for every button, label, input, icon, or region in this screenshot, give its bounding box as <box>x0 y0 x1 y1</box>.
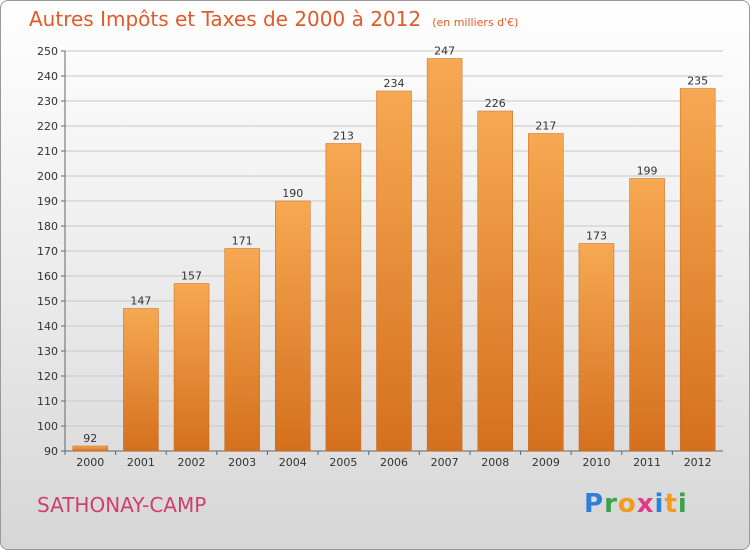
y-tick-label: 220 <box>37 120 58 133</box>
x-tick-label: 2007 <box>431 456 459 469</box>
x-tick-label: 2009 <box>532 456 560 469</box>
data-label: 235 <box>687 75 708 88</box>
bar <box>679 88 716 452</box>
title-row: Autres Impôts et Taxes de 2000 à 2012 (e… <box>29 7 518 31</box>
commune-name: SATHONAY-CAMP <box>37 493 207 517</box>
x-tick-label: 2008 <box>481 456 509 469</box>
data-label: 171 <box>232 235 253 248</box>
x-tick-label: 2002 <box>178 456 206 469</box>
chart-title: Autres Impôts et Taxes de 2000 à 2012 <box>29 7 422 31</box>
y-tick-label: 120 <box>37 370 58 383</box>
y-tick-label: 190 <box>37 195 58 208</box>
y-tick-label: 200 <box>37 170 58 183</box>
x-tick-label: 2005 <box>329 456 357 469</box>
data-label: 92 <box>83 432 97 445</box>
y-tick-label: 90 <box>44 445 58 458</box>
x-tick-label: 2001 <box>127 456 155 469</box>
logo-letter: x <box>636 489 655 519</box>
data-label: 173 <box>586 230 607 243</box>
bar <box>578 243 615 452</box>
bar <box>629 178 665 452</box>
bar <box>224 248 260 452</box>
data-label: 234 <box>384 77 405 90</box>
bar <box>275 200 311 452</box>
y-tick-label: 130 <box>37 345 58 358</box>
x-tick-label: 2012 <box>684 456 712 469</box>
logo-letter: i <box>654 489 665 519</box>
y-tick-label: 240 <box>37 70 58 83</box>
unit-note: (en milliers d'€) <box>432 16 519 29</box>
bar <box>376 90 412 452</box>
x-tick-label: 2004 <box>279 456 307 469</box>
y-tick-label: 250 <box>37 45 58 58</box>
bar <box>426 58 463 452</box>
data-label: 247 <box>434 45 455 58</box>
logo-letter: o <box>617 489 637 519</box>
x-tick-label: 2006 <box>380 456 408 469</box>
y-tick-label: 170 <box>37 245 58 258</box>
y-tick-label: 230 <box>37 95 58 108</box>
data-label: 199 <box>637 165 658 178</box>
bar <box>528 133 564 452</box>
data-label: 213 <box>333 130 354 143</box>
data-label: 217 <box>535 120 556 133</box>
y-tick-label: 180 <box>37 220 58 233</box>
bar <box>123 308 159 452</box>
bar <box>72 445 109 452</box>
x-tick-label: 2011 <box>633 456 661 469</box>
y-tick-label: 110 <box>37 395 58 408</box>
x-tick-label: 2000 <box>76 456 104 469</box>
bar <box>325 143 362 452</box>
logo-letter: r <box>604 489 618 519</box>
y-tick-label: 160 <box>37 270 58 283</box>
data-label: 190 <box>282 187 303 200</box>
data-label: 157 <box>181 270 202 283</box>
x-tick-label: 2003 <box>228 456 256 469</box>
x-tick-label: 2010 <box>582 456 610 469</box>
y-tick-label: 140 <box>37 320 58 333</box>
data-label: 147 <box>130 295 151 308</box>
logo-letter: t <box>664 489 678 519</box>
logo-letter: P <box>584 489 605 519</box>
data-label: 226 <box>485 97 506 110</box>
y-tick-label: 210 <box>37 145 58 158</box>
logo-letter: i <box>677 489 688 519</box>
bar <box>173 283 210 452</box>
y-tick-label: 100 <box>37 420 58 433</box>
y-tick-label: 150 <box>37 295 58 308</box>
bar <box>477 110 513 452</box>
bars <box>72 58 716 452</box>
data-labels: 92 147 157 171 190 213 234 247 226 217 173 199 235 <box>83 45 708 446</box>
proxiti-logo[interactable]: Proxiti <box>584 489 688 519</box>
